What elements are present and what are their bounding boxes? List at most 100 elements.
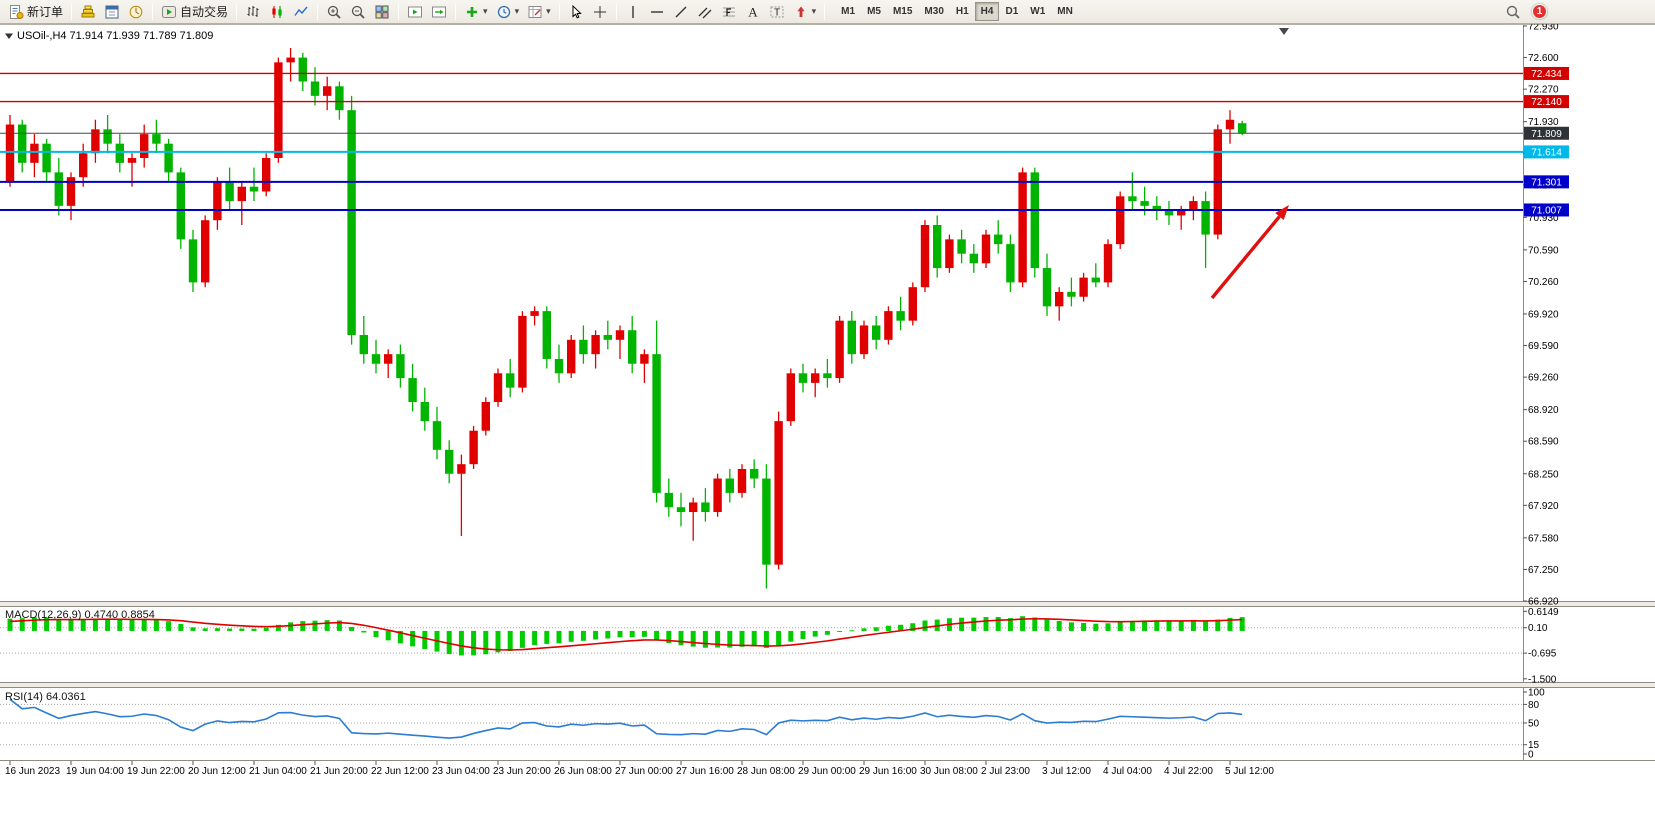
notification-badge[interactable]: 1 — [1532, 4, 1547, 19]
candle — [140, 134, 149, 159]
candle — [1128, 196, 1137, 202]
line-chart-icon — [294, 6, 308, 16]
trend-arrow-object[interactable] — [1210, 205, 1289, 300]
candle — [188, 239, 198, 283]
chart-shift-button[interactable] — [427, 2, 451, 22]
tf-m15-button[interactable]: M15 — [887, 2, 918, 21]
line-chart-button[interactable] — [289, 2, 313, 22]
candle — [530, 311, 539, 316]
tf-m30-button[interactable]: M30 — [918, 2, 949, 21]
dropdown-caret-icon: ▾ — [483, 6, 488, 16]
candle — [920, 225, 930, 288]
candle — [91, 129, 100, 154]
chart-shift-marker[interactable] — [1279, 28, 1289, 35]
toolbar-separator — [152, 3, 154, 20]
candle — [518, 315, 527, 388]
tile-windows-button[interactable] — [370, 2, 394, 22]
horizontal-lines-layer[interactable] — [0, 72, 1523, 211]
svg-text:30 Jun 08:00: 30 Jun 08:00 — [920, 766, 978, 777]
time-axis[interactable]: 16 Jun 2023 19 Jun 04:00 19 Jun 22:00 20 Ju… — [5, 761, 1274, 777]
candle — [1116, 196, 1125, 245]
gold-bars-icon — [81, 5, 95, 17]
svg-text:21 Jun 04:00: 21 Jun 04:00 — [249, 766, 307, 777]
horizontal-line-tool-button[interactable] — [645, 2, 669, 22]
macd-axis[interactable]: 0.6149 0.10 -0.695 -1.500 — [1523, 607, 1559, 685]
chart-shift-icon — [432, 6, 447, 17]
svg-text:28 Jun 08:00: 28 Jun 08:00 — [737, 766, 795, 777]
navigator-button[interactable] — [124, 2, 148, 22]
toolbar-separator — [824, 3, 826, 20]
periods-button[interactable]: ▾ — [492, 2, 524, 22]
price-label-badge: 71.007 — [1524, 203, 1569, 217]
candle — [676, 507, 686, 513]
toolbar-separator — [615, 3, 617, 20]
zoom-in-icon — [327, 5, 341, 19]
timeframe-group: M1 M5 M15 M30 H1 H4 D1 W1 MN — [835, 2, 1079, 21]
macd-signal-line — [9, 617, 1243, 651]
tf-mn-button[interactable]: MN — [1051, 2, 1079, 21]
price-label-badge: 71.614 — [1524, 145, 1569, 159]
vertical-line-icon — [631, 5, 634, 18]
svg-text:68.590: 68.590 — [1528, 437, 1559, 448]
panel-splitter[interactable] — [0, 682, 1655, 688]
candle — [567, 339, 576, 374]
tf-m1-button[interactable]: M1 — [835, 2, 861, 21]
candle — [1018, 172, 1027, 283]
svg-text:21 Jun 20:00: 21 Jun 20:00 — [310, 766, 368, 777]
cursor-button[interactable] — [564, 2, 588, 22]
text-tool-button[interactable]: A — [741, 2, 765, 22]
fibonacci-tool-button[interactable] — [717, 2, 741, 22]
autotrade-button[interactable]: 自动交易 — [157, 2, 232, 22]
indicators-button[interactable]: ▾ — [460, 2, 492, 22]
market-watch-button[interactable] — [76, 2, 100, 22]
trendline-icon — [675, 6, 687, 17]
vertical-line-tool-button[interactable] — [621, 2, 645, 22]
chart-menu-icon[interactable] — [5, 32, 13, 40]
price-axis[interactable]: 72.93072.60072.27071.93071.60071.27070.9… — [1523, 22, 1569, 608]
candlestick-chart-icon — [272, 5, 282, 18]
candle — [408, 378, 417, 402]
label-tool-button[interactable]: T — [765, 2, 789, 22]
auto-scroll-button[interactable] — [403, 2, 427, 22]
candle — [1030, 172, 1039, 269]
tf-h1-button[interactable]: H1 — [950, 2, 975, 21]
candle — [249, 186, 259, 192]
rsi-label: RSI(14) 64.0361 — [5, 691, 86, 703]
tf-m5-button[interactable]: M5 — [861, 2, 887, 21]
candle — [384, 354, 393, 364]
channel-tool-button[interactable] — [693, 2, 717, 22]
panel-splitter[interactable] — [0, 601, 1655, 607]
bar-chart-button[interactable] — [241, 2, 265, 22]
candlestick-chart-button[interactable] — [265, 2, 289, 22]
tf-h4-button[interactable]: H4 — [974, 2, 1000, 21]
zoom-out-button[interactable] — [346, 2, 370, 22]
candle — [30, 143, 39, 163]
data-window-button[interactable] — [100, 2, 124, 22]
zoom-in-button[interactable] — [322, 2, 346, 22]
candle — [933, 225, 942, 269]
svg-text:69.260: 69.260 — [1528, 373, 1559, 384]
candle — [615, 330, 625, 340]
new-order-button[interactable]: 新订单 — [4, 2, 67, 22]
candle — [603, 335, 612, 340]
arrows-tool-button[interactable]: ▾ — [789, 2, 821, 22]
candle — [481, 401, 490, 431]
candle — [201, 220, 210, 283]
trendline-tool-button[interactable] — [669, 2, 693, 22]
candle — [628, 330, 637, 364]
candle — [42, 143, 51, 173]
candle — [652, 354, 661, 493]
crosshair-button[interactable] — [588, 2, 612, 22]
symbol-ohlc-text: USOil-,H4 71.914 71.939 71.789 71.809 — [17, 30, 214, 42]
candle — [5, 124, 15, 182]
candle — [1091, 277, 1100, 283]
candle — [786, 373, 795, 422]
search-button[interactable] — [1501, 2, 1525, 22]
tf-w1-button[interactable]: W1 — [1024, 2, 1051, 21]
candle — [493, 373, 503, 402]
tf-d1-button[interactable]: D1 — [999, 2, 1024, 21]
template-button[interactable]: ▾ — [523, 2, 555, 22]
